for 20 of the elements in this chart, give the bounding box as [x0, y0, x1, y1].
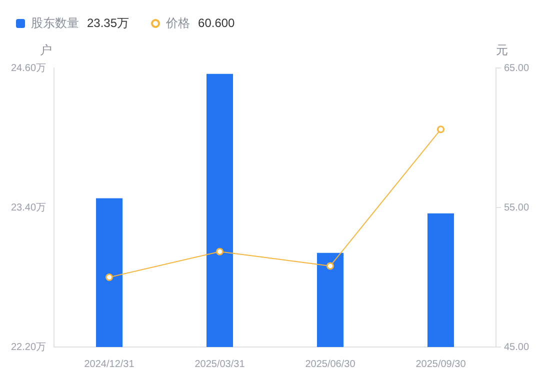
- text: 23.35万: [87, 14, 130, 32]
- y-tick-label: 22.20万: [10, 342, 46, 353]
- point: [436, 126, 444, 134]
- legend-label: 价格: [166, 14, 190, 32]
- point: [216, 248, 224, 256]
- point: [326, 262, 334, 270]
- text: 60.600: [198, 16, 235, 30]
- y2-tick-label: 55.00: [504, 202, 530, 214]
- y-axis-title: 户: [40, 43, 52, 57]
- y-tick-label: 24.60万: [10, 62, 46, 74]
- y2-axis-title: 元: [496, 43, 508, 57]
- point: [106, 274, 114, 281]
- x-tick-label: 2025/06/30: [305, 358, 356, 370]
- legend-label: 股东数量: [31, 14, 79, 32]
- y-tick-label: 23.40万: [10, 202, 46, 214]
- x-tick-label: 2024/12/31: [84, 358, 135, 370]
- x-tick-label: 2025/03/31: [194, 358, 246, 370]
- y2-tick-label: 65.00: [504, 62, 530, 74]
- y2-tick-label: 45.00: [504, 342, 530, 353]
- x-tick-label: 2025/09/30: [416, 358, 466, 370]
